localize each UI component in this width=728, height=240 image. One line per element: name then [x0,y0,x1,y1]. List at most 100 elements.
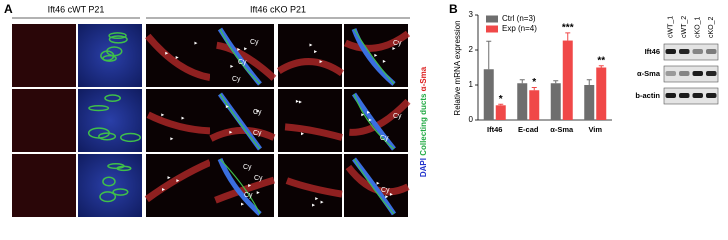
duct [98,132,117,141]
panel-label: A [4,2,13,16]
lane-label: cWT_2 [681,16,688,38]
arrowhead [161,113,165,117]
duct-wall [352,157,397,216]
arrowhead [368,118,372,122]
arrowhead [385,195,389,199]
duct-lumen [353,158,395,215]
duct [88,104,110,112]
arrowhead [225,105,229,109]
arrowhead [167,176,171,180]
cyst-label: Cy [250,39,259,46]
bar [562,40,573,120]
arrowhead [392,46,396,50]
band [665,71,676,76]
y-tick-label: 0 [469,115,474,124]
duct [87,127,111,139]
arrowhead [376,181,380,185]
band [706,71,717,76]
duct [108,35,128,44]
arrowhead [256,109,260,113]
arrowhead [181,116,185,120]
arrowhead [244,47,248,51]
significance: * [499,94,503,105]
x-tick-label: E-cad [518,125,539,134]
cyst-label: Cy [253,130,262,137]
x-tick-label: α-Sma [550,125,574,134]
duct-lumen [219,28,261,85]
panel-label: B [449,2,458,16]
band [692,93,703,98]
arrowhead [162,188,166,192]
cyst-label: Cy [232,76,241,83]
blot-strip [663,43,719,61]
arrowhead [361,113,365,117]
row-label: α-Sma [637,69,661,78]
arrowhead [382,59,386,63]
cyst-label: Cy [393,113,402,120]
band [692,49,703,54]
micrograph [12,154,76,217]
legend-swatch [486,25,498,33]
arrowhead [237,48,241,52]
bar [529,90,540,120]
vessel [285,177,343,198]
cyst-label: Cy [238,59,247,66]
error-bar [498,103,504,106]
significance: ** [597,55,605,66]
cyst-label: Cy [393,40,402,47]
arrowhead [319,60,323,64]
arrowhead [170,137,174,141]
arrowhead [230,64,234,68]
blot-strip [663,65,719,83]
duct [120,132,141,143]
vessel [343,30,411,52]
duct [107,162,125,170]
y-tick-label: 2 [469,45,474,54]
band [679,49,690,54]
arrowhead [315,197,319,201]
lane-label: cKO_1 [695,16,702,38]
cyst-label: Cy [381,187,390,194]
cyst-label: Cy [244,192,253,199]
arrowhead [256,191,260,195]
legend-label: Exp (n=4) [502,24,537,33]
band [706,49,717,54]
figure: A Ift46 cWT P21 Ift46 cKO P21 CyCyCyCyCy… [4,2,719,217]
header: Ift46 cWT P21 [48,4,105,14]
arrowhead [176,179,180,183]
arrowhead [229,130,233,134]
bar [584,85,595,120]
bar [596,67,607,120]
cyst-label: Cy [254,175,263,182]
stain-ducts: Collecting ducts [419,93,428,156]
bar-chart: 0 1 2 3 Ift46 * E-cad * α-Sma *** Vim ** Ctrl (n=3)E… [469,10,612,134]
cyst-label: Cy [380,135,389,142]
error-bar [519,79,525,84]
duct-wall [217,158,262,216]
legend-label: Ctrl (n=3) [502,14,536,23]
band [665,93,676,98]
band [679,93,690,98]
micrograph [278,89,342,152]
band [679,71,690,76]
error-bar [486,40,492,70]
arrowhead [367,110,371,114]
duct [99,191,117,203]
micrograph [12,89,76,152]
arrowhead [298,100,302,104]
duct-lumen [353,93,395,150]
duct-wall [351,28,396,86]
arrowhead [314,50,318,54]
row-label: b-actin [635,91,660,100]
x-tick-label: Vim [588,125,602,134]
y-tick-label: 3 [469,10,474,19]
stain-sma: α-Sma [419,66,428,91]
micrograph [12,24,76,87]
x-tick-label: Ift46 [487,125,502,134]
stain-legend: DAPI Collecting ducts α-Sma [419,66,428,177]
vessel [216,41,277,81]
y-axis-label: Relative mRNA expression [453,20,462,115]
arrowhead [194,41,198,45]
significance: * [532,77,536,88]
